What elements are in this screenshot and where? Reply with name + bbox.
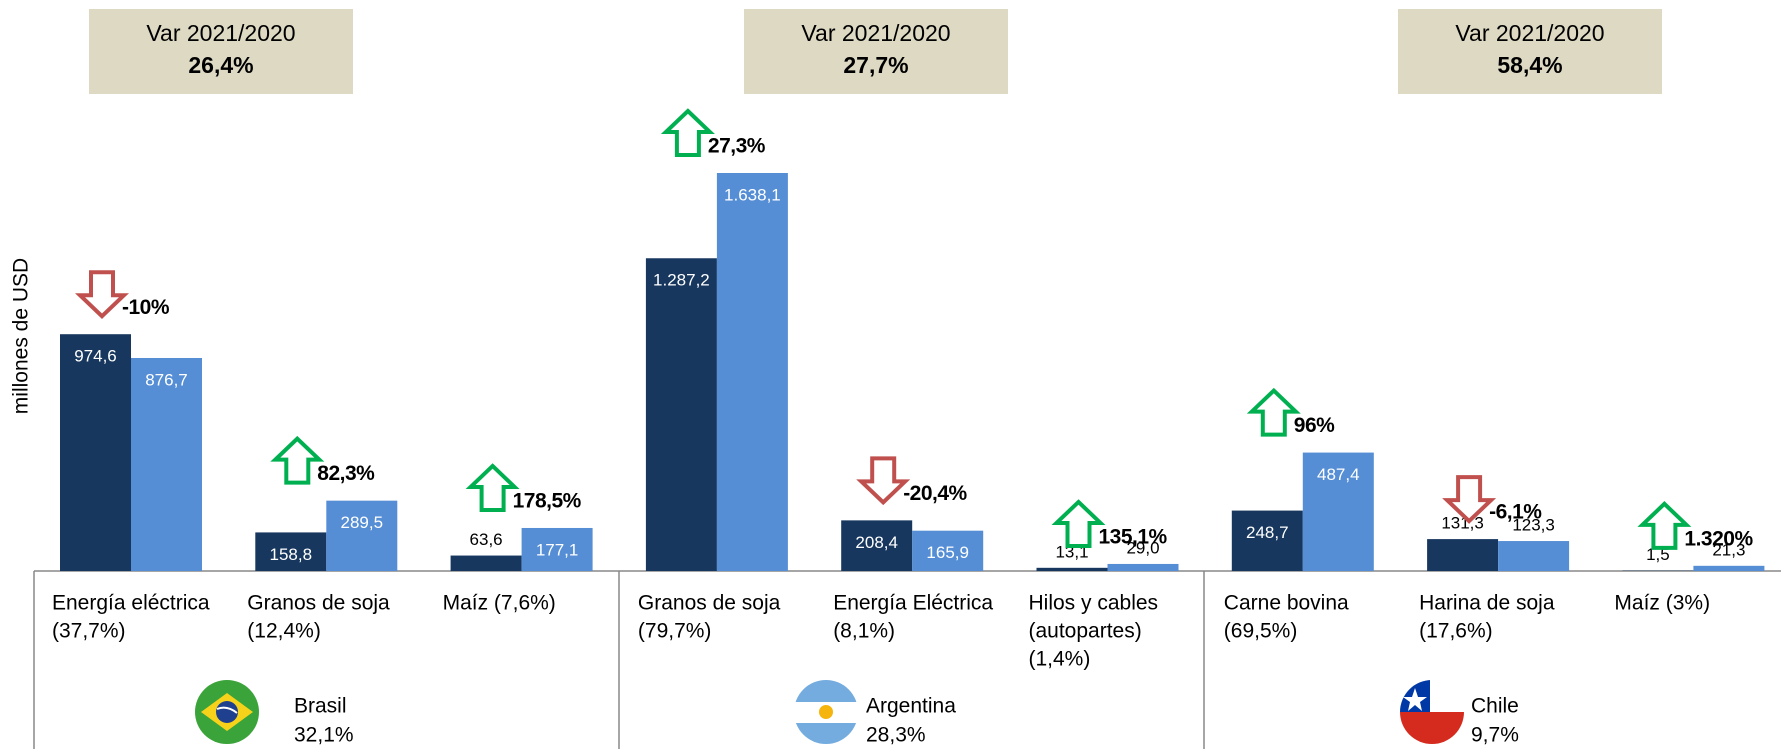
- arrow-down: [75, 270, 129, 319]
- country-share: 32,1%: [294, 724, 354, 747]
- var-box: [89, 9, 353, 94]
- change-label: 96%: [1294, 414, 1335, 437]
- change-label: 1.320%: [1684, 527, 1753, 550]
- arrow-up: [1637, 501, 1692, 550]
- bar: [1427, 539, 1499, 571]
- category-label: (17,6%): [1419, 620, 1493, 643]
- arrow-up: [270, 435, 325, 485]
- category-label: (1,4%): [1029, 648, 1091, 671]
- country-name: Argentina: [866, 695, 956, 718]
- change-label: -10%: [122, 296, 170, 319]
- value-label: 158,8: [270, 545, 313, 564]
- value-label: 1.638,1: [724, 185, 781, 204]
- value-label: 208,4: [855, 533, 898, 552]
- change-label: 27,3%: [708, 135, 766, 158]
- value-label: 29,0: [1126, 538, 1159, 557]
- value-label: 974,6: [74, 347, 117, 366]
- bar: [60, 334, 131, 571]
- category-label: Granos de soja: [247, 592, 390, 615]
- bar: [1498, 541, 1570, 571]
- category-label: (37,7%): [52, 620, 126, 643]
- category-label: (69,5%): [1224, 620, 1298, 643]
- value-label: 876,7: [145, 370, 188, 389]
- country-name: Brasil: [294, 695, 347, 718]
- var-value: 26,4%: [188, 52, 253, 78]
- change-label: -20,4%: [903, 482, 967, 505]
- category-label: (autopartes): [1029, 620, 1142, 643]
- arrow-down: [1442, 475, 1497, 524]
- category-label: Maíz (7,6%): [443, 592, 556, 615]
- arrow-up: [465, 463, 520, 512]
- category-label: Maíz (3%): [1614, 592, 1710, 615]
- arrow-down: [856, 456, 911, 506]
- bar: [521, 527, 593, 571]
- flag-argentina: [794, 680, 858, 744]
- category-label: Carne bovina: [1224, 592, 1349, 615]
- value-label: 21,3: [1712, 540, 1745, 559]
- country-share: 9,7%: [1471, 724, 1519, 747]
- bar: [912, 530, 984, 571]
- var-title: Var 2021/2020: [146, 20, 295, 46]
- var-value: 58,4%: [1497, 52, 1562, 78]
- arrow-up: [1246, 387, 1301, 437]
- category-label: Granos de soja: [638, 592, 781, 615]
- bar: [1107, 563, 1179, 571]
- bar: [1231, 510, 1303, 571]
- change-label: 178,5%: [513, 490, 582, 513]
- category-label: Energía Eléctrica: [833, 592, 993, 615]
- flag-chile: [1400, 680, 1464, 744]
- value-label: 1,5: [1646, 545, 1670, 564]
- value-label: 165,9: [926, 543, 969, 562]
- y-axis-label: millones de USD: [10, 258, 33, 414]
- bar: [1693, 565, 1765, 571]
- value-label: 177,1: [536, 540, 579, 559]
- value-label: 487,4: [1317, 465, 1360, 484]
- country-name: Chile: [1471, 695, 1519, 718]
- bar: [450, 555, 522, 571]
- value-label: 248,7: [1246, 523, 1289, 542]
- category-label: Hilos y cables: [1029, 592, 1159, 615]
- change-label: 135,1%: [1099, 526, 1168, 549]
- arrow-up: [1051, 499, 1106, 548]
- bar: [1302, 452, 1374, 571]
- category-label: (8,1%): [833, 620, 895, 643]
- bar: [1036, 567, 1108, 571]
- arrow-up: [660, 108, 715, 157]
- var-box: [744, 9, 1008, 94]
- change-label: -6,1%: [1489, 501, 1542, 524]
- bar: [255, 532, 327, 571]
- bar: [326, 500, 398, 571]
- category-label: Harina de soja: [1419, 592, 1555, 615]
- country-share: 28,3%: [866, 724, 926, 747]
- var-box: [1398, 9, 1662, 94]
- value-label: 289,5: [341, 513, 384, 532]
- var-value: 27,7%: [843, 52, 908, 78]
- bar: [645, 258, 717, 571]
- change-label: 82,3%: [317, 462, 375, 485]
- value-label: 123,3: [1512, 516, 1555, 535]
- var-title: Var 2021/2020: [801, 20, 950, 46]
- bar: [716, 173, 788, 571]
- value-label: 63,6: [470, 530, 503, 549]
- value-label: 1.287,2: [653, 271, 710, 290]
- category-label: (12,4%): [247, 620, 321, 643]
- bar: [131, 357, 202, 571]
- var-title: Var 2021/2020: [1455, 20, 1604, 46]
- bar: [841, 520, 913, 571]
- category-label: Energía eléctrica: [52, 592, 210, 615]
- category-label: (79,7%): [638, 620, 712, 643]
- flag-brasil: [195, 680, 259, 744]
